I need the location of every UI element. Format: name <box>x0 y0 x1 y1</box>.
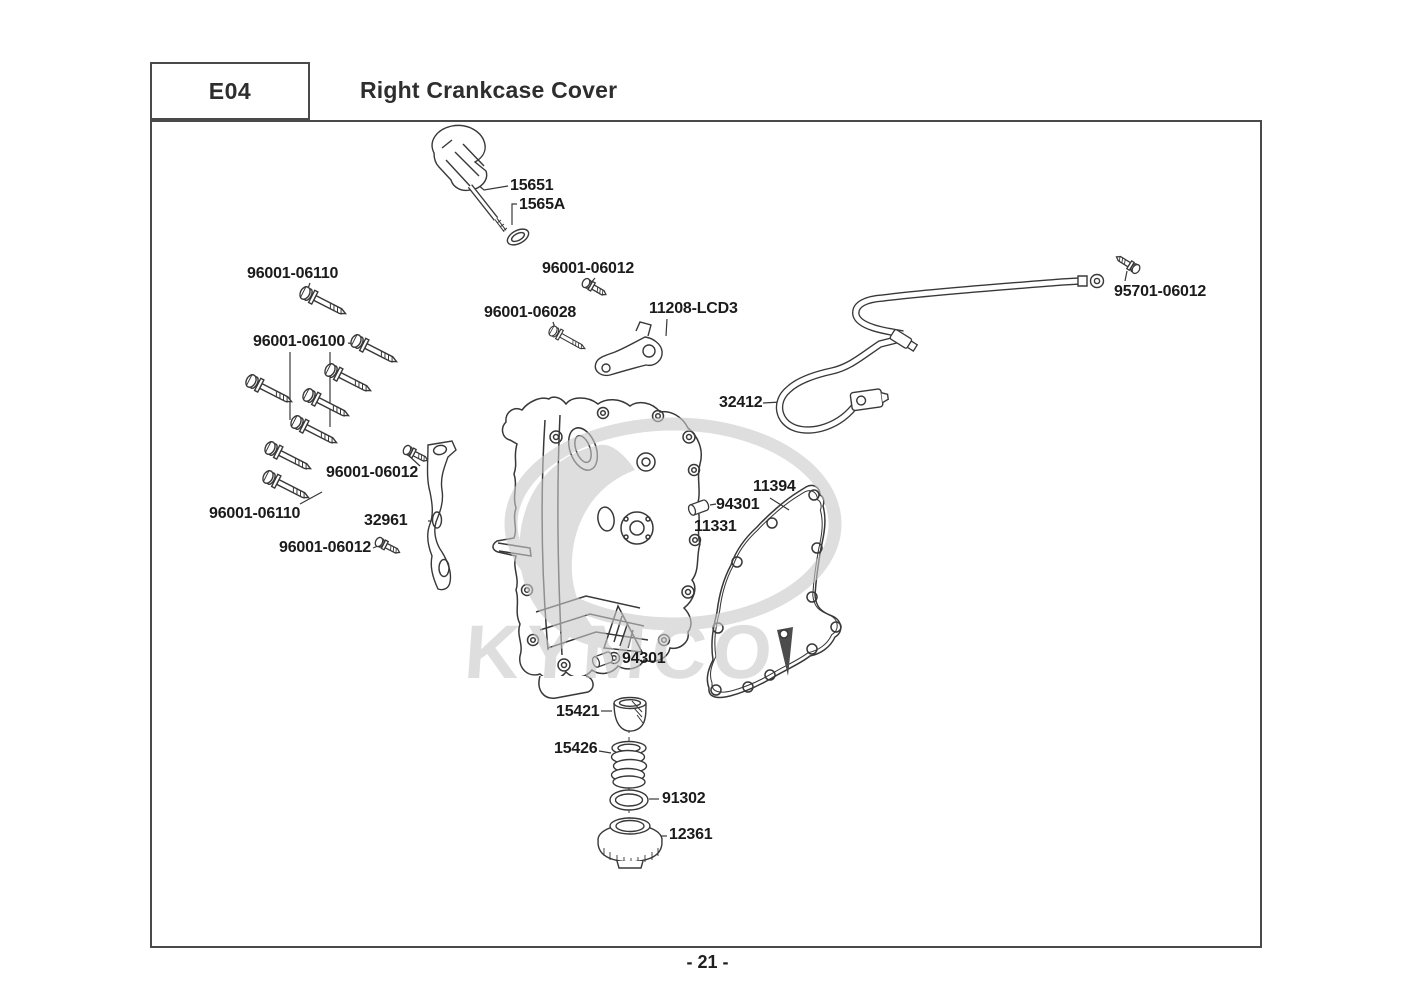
page-number: - 21 - <box>686 952 729 972</box>
cable-terminal-lower <box>849 388 889 412</box>
part-label-1565A: 1565A <box>519 196 566 213</box>
part-label-12361: 12361 <box>669 826 713 843</box>
part-label-11394: 11394 <box>753 478 796 495</box>
spring-15426-drawing <box>610 740 648 789</box>
part-label-96001-06012-b: 96001-06012 <box>326 464 419 481</box>
part-label-32961: 32961 <box>364 512 408 529</box>
kymco-watermark: KYMCO <box>462 417 842 695</box>
part-label-11331: 11331 <box>694 518 737 535</box>
part-label-11208-LCD3: 11208-LCD3 <box>649 300 738 317</box>
part-label-15426: 15426 <box>554 740 598 757</box>
part-label-15651: 15651 <box>510 177 554 194</box>
oring-91302-drawing <box>609 789 649 811</box>
gasket-11394-drawing <box>706 484 842 699</box>
cable-32412-drawing <box>775 273 1105 434</box>
plug-12361-drawing <box>597 817 663 869</box>
part-label-95701-06012: 95701-06012 <box>1114 283 1207 300</box>
bracket-32961-drawing <box>426 440 457 591</box>
part-label-15421: 15421 <box>556 703 600 720</box>
cable-terminal-upper <box>1077 273 1105 289</box>
page-title: Right Crankcase Cover <box>360 77 618 103</box>
section-code-box: E04 <box>150 62 310 120</box>
part-label-91302: 91302 <box>662 790 706 807</box>
watermark-text: KYMCO <box>462 610 781 695</box>
part-label-96001-06012-c: 96001-06012 <box>279 539 372 556</box>
part-label-96001-06028: 96001-06028 <box>484 304 577 321</box>
diagram-frame <box>150 120 1262 948</box>
bracket-11208-drawing <box>594 321 663 377</box>
part-label-94301-a: 94301 <box>716 496 760 513</box>
part-label-96001-06110-b: 96001-06110 <box>209 505 301 522</box>
strainer-15421-drawing <box>613 696 647 732</box>
part-label-96001-06012-a: 96001-06012 <box>542 260 635 277</box>
part-label-96001-06110-a: 96001-06110 <box>247 265 339 282</box>
oil-dipstick-drawing <box>431 124 530 246</box>
part-label-96001-06100: 96001-06100 <box>253 333 346 350</box>
section-code: E04 <box>208 77 252 104</box>
o-ring-1565A <box>506 228 530 246</box>
part-label-94301-b: 94301 <box>622 650 666 667</box>
part-label-32412: 32412 <box>719 394 763 411</box>
